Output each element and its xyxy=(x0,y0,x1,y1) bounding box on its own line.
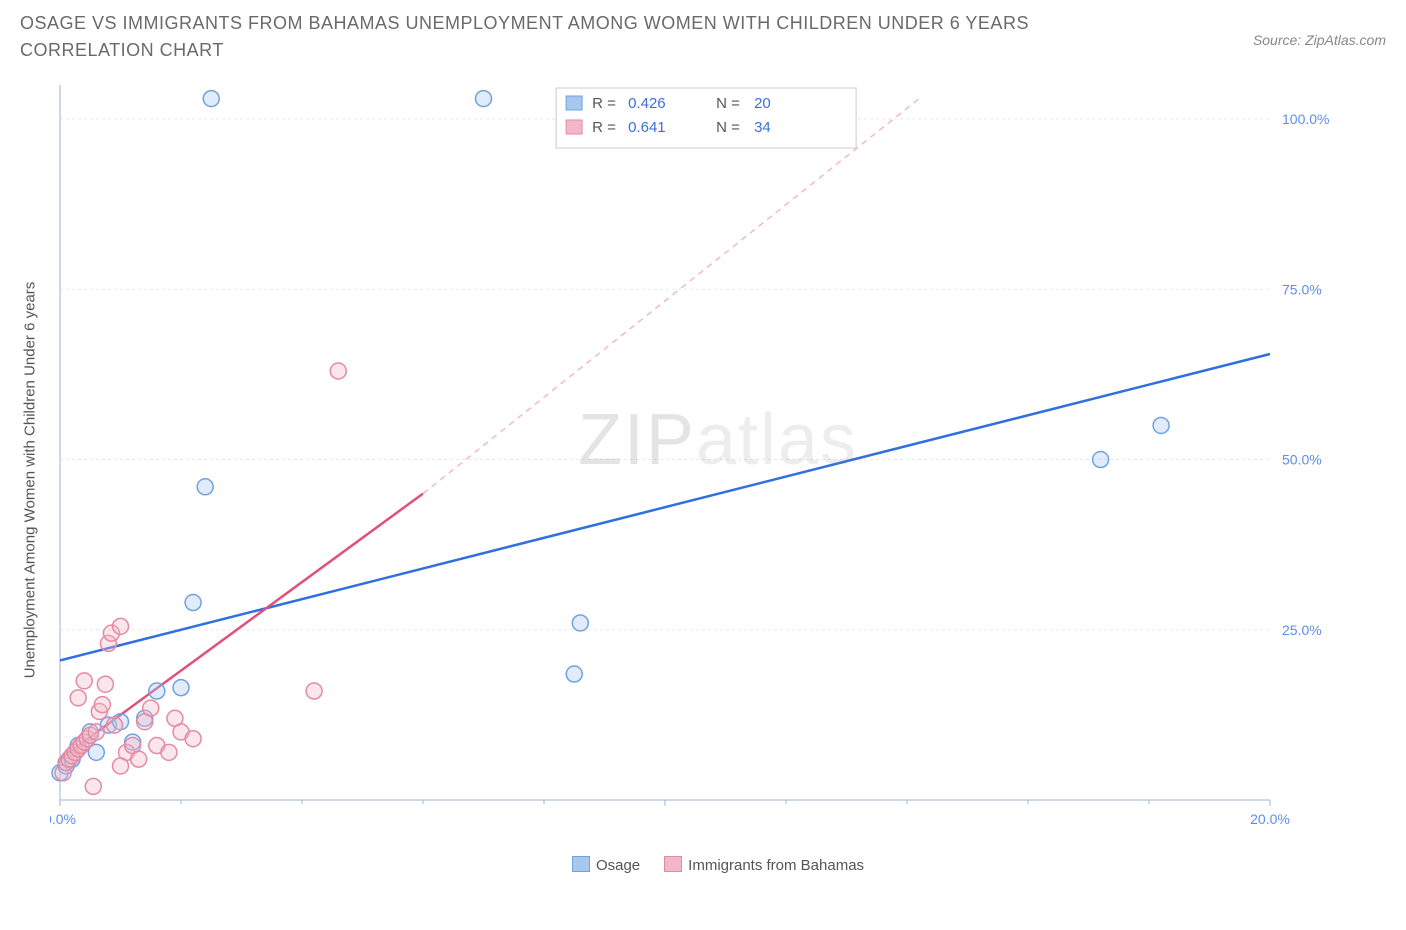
data-point xyxy=(306,683,322,699)
data-point xyxy=(76,673,92,689)
legend-r-label: R = xyxy=(592,119,616,136)
y-tick-label: 75.0% xyxy=(1282,281,1322,297)
chart-title: OSAGE VS IMMIGRANTS FROM BAHAMAS UNEMPLO… xyxy=(20,10,1120,64)
data-point xyxy=(476,91,492,107)
bottom-legend: Osage Immigrants from Bahamas xyxy=(50,856,1386,874)
data-point xyxy=(97,676,113,692)
data-point xyxy=(1153,417,1169,433)
x-tick-label: 20.0% xyxy=(1250,811,1290,827)
legend-n-value: 20 xyxy=(754,95,771,112)
legend-item: Osage xyxy=(572,856,640,874)
y-tick-label: 100.0% xyxy=(1282,111,1329,127)
legend-r-value: 0.426 xyxy=(628,95,666,112)
data-point xyxy=(173,680,189,696)
legend-n-label: N = xyxy=(716,95,740,112)
data-point xyxy=(70,690,86,706)
data-point xyxy=(185,731,201,747)
legend-swatch xyxy=(566,96,582,110)
data-point xyxy=(94,697,110,713)
source-label: Source: ZipAtlas.com xyxy=(1253,10,1386,48)
plot-area: Unemployment Among Women with Children U… xyxy=(50,80,1386,880)
data-point xyxy=(88,724,104,740)
legend-label: Osage xyxy=(596,857,640,874)
data-point xyxy=(330,363,346,379)
legend-n-label: N = xyxy=(716,119,740,136)
data-point xyxy=(113,758,129,774)
legend-swatch xyxy=(664,856,682,872)
y-axis-label: Unemployment Among Women with Children U… xyxy=(22,282,39,679)
x-tick-label: 0.0% xyxy=(50,811,76,827)
legend-r-value: 0.641 xyxy=(628,119,666,136)
scatter-plot: 25.0% 50.0% 75.0% 100.0% 0.0% 20.0% R = 0.426 N … xyxy=(50,80,1340,840)
trend-line-dashed xyxy=(423,99,919,494)
data-point xyxy=(185,595,201,611)
data-point xyxy=(149,683,165,699)
legend-label: Immigrants from Bahamas xyxy=(688,857,864,874)
data-point xyxy=(85,778,101,794)
legend-n-value: 34 xyxy=(754,119,771,136)
data-point xyxy=(131,751,147,767)
data-point xyxy=(113,618,129,634)
y-tick-label: 25.0% xyxy=(1282,622,1322,638)
legend-item: Immigrants from Bahamas xyxy=(664,856,864,874)
data-point xyxy=(197,479,213,495)
legend-swatch xyxy=(566,120,582,134)
data-point xyxy=(203,91,219,107)
trend-line xyxy=(60,354,1270,660)
data-point xyxy=(566,666,582,682)
data-point xyxy=(572,615,588,631)
data-point xyxy=(106,717,122,733)
data-point xyxy=(143,700,159,716)
data-point xyxy=(161,744,177,760)
data-point xyxy=(1093,452,1109,468)
y-tick-label: 50.0% xyxy=(1282,452,1322,468)
legend-swatch xyxy=(572,856,590,872)
legend-r-label: R = xyxy=(592,95,616,112)
